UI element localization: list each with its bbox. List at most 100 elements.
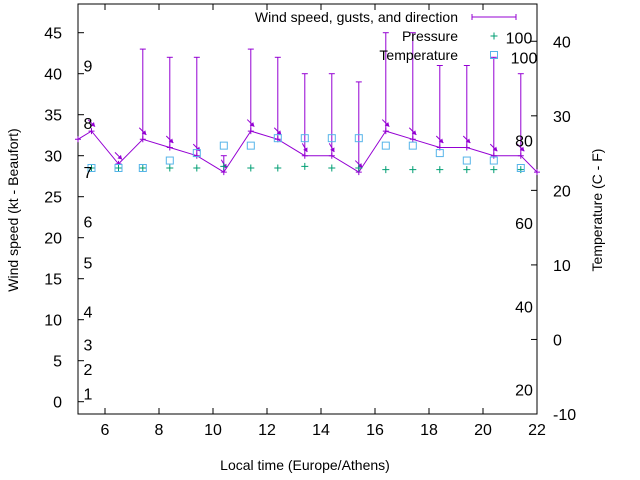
legend-label-temperature: Temperature <box>379 47 458 63</box>
y-tick-label-left: 0 <box>53 395 62 412</box>
temperature-point <box>300 134 309 143</box>
wind-speed-point <box>301 152 308 159</box>
beaufort-label: 4 <box>84 305 93 322</box>
legend-label-pressure: Pressure <box>402 28 458 44</box>
legend-label-wind: Wind speed, gusts, and direction <box>255 9 458 25</box>
wind-speed-point <box>247 128 254 135</box>
chart-marks-layer <box>75 32 540 176</box>
wind-direction-arrow <box>435 135 444 144</box>
wind-speed-point <box>139 136 146 143</box>
fahrenheit-label: 20 <box>515 382 533 399</box>
wind-direction-arrow <box>489 143 498 152</box>
pressure-point <box>166 164 174 172</box>
x-tick-label: 16 <box>366 422 384 439</box>
wind-arrow-head <box>438 138 444 144</box>
temperature-point <box>435 149 444 158</box>
y-tick-label-right: 10 <box>553 258 571 275</box>
temperature-point <box>87 164 96 172</box>
beaufort-label: 9 <box>84 59 93 76</box>
temperature-point <box>114 164 123 172</box>
y-tick-label-right: 20 <box>553 183 571 200</box>
y-tick-label-left: 25 <box>44 190 62 207</box>
pressure-point <box>382 166 390 174</box>
y-tick-label-left: 5 <box>53 354 62 371</box>
wind-arrow-head <box>330 147 335 153</box>
y-tick-label-right: 40 <box>553 34 571 51</box>
wind-arrow-head <box>465 138 471 144</box>
pressure-point <box>247 164 255 172</box>
pressure-point <box>88 164 95 172</box>
y-tick-label-left: 35 <box>44 108 62 125</box>
legend-sample-pressure <box>490 32 498 40</box>
wind-speed-point <box>328 152 335 159</box>
wind-speed-point <box>193 152 200 159</box>
fahrenheit-label: 100 <box>511 51 538 68</box>
x-tick-label: 12 <box>258 422 276 439</box>
pressure-point <box>517 166 525 174</box>
beaufort-label: 8 <box>84 116 93 133</box>
wind-arrow-head <box>384 122 390 127</box>
temperature-point <box>138 164 147 172</box>
wind-direction-arrow <box>516 143 525 152</box>
wind-speed-point <box>75 136 81 143</box>
legend-marks <box>471 14 517 59</box>
temperature-point <box>327 134 336 143</box>
pressure-point <box>409 166 417 174</box>
y-tick-label-left: 20 <box>44 231 62 248</box>
y-tick-label-left: 45 <box>44 26 62 43</box>
temperature-point <box>489 156 498 165</box>
wind-direction-arrow <box>138 127 147 136</box>
wind-direction-arrow <box>408 127 417 136</box>
temperature-point <box>246 141 255 150</box>
wind-speed-point <box>166 144 173 151</box>
pressure-point <box>193 164 201 172</box>
wind-direction-arrow <box>273 127 282 136</box>
pressure-point <box>274 164 282 172</box>
temperature-point <box>192 149 201 158</box>
wind-direction-arrow <box>328 143 335 153</box>
fahrenheit-label-extra: 100 <box>506 31 533 48</box>
pressure-point <box>115 164 122 172</box>
x-tick-label: 14 <box>312 422 330 439</box>
beaufort-label: 1 <box>84 387 93 404</box>
fahrenheit-label: 80 <box>515 133 533 150</box>
x-axis-label: Local time (Europe/Athens) <box>220 457 390 473</box>
wind-arrow-head <box>117 154 123 160</box>
wind-speed-point <box>534 169 540 176</box>
wind-arrow-head <box>168 138 174 144</box>
pressure-point <box>490 166 498 174</box>
y-tick-label-left: 15 <box>44 272 62 289</box>
wind-arrow-head <box>411 130 417 135</box>
temperature-point <box>408 141 417 150</box>
temperature-point <box>462 156 471 165</box>
x-tick-label: 8 <box>155 422 164 439</box>
pressure-point <box>139 164 147 172</box>
y-tick-label-right: 0 <box>553 332 562 349</box>
wind-speed-point <box>490 152 497 159</box>
y-tick-label-left: 40 <box>44 67 62 84</box>
beaufort-label: 5 <box>84 255 93 272</box>
wind-arrow-head <box>249 122 255 127</box>
wind-arrow-head <box>90 122 96 127</box>
wind-direction-arrow <box>381 119 390 127</box>
pressure-point <box>436 166 444 174</box>
beaufort-label: 6 <box>84 214 93 231</box>
y-tick-label-left: 30 <box>44 149 62 166</box>
chart-text-layer: Local time (Europe/Athens) Wind speed (k… <box>5 9 605 473</box>
wind-speed-point <box>382 128 389 135</box>
wind-arrow-head <box>303 147 308 153</box>
y-tick-label-left: 10 <box>44 313 62 330</box>
pressure-point <box>328 164 336 172</box>
temperature-point <box>354 134 363 143</box>
wind-speed-point <box>517 152 524 159</box>
chart-frame-layer <box>77 3 538 415</box>
x-tick-label: 18 <box>420 422 438 439</box>
wind-direction-arrow <box>301 143 308 153</box>
wind-arrow-head <box>141 130 147 135</box>
temperature-point <box>219 141 228 150</box>
wind-arrow-head <box>276 130 282 135</box>
temperature-point <box>516 164 525 172</box>
wind-speed-point <box>88 128 95 135</box>
pressure-point <box>301 162 309 170</box>
